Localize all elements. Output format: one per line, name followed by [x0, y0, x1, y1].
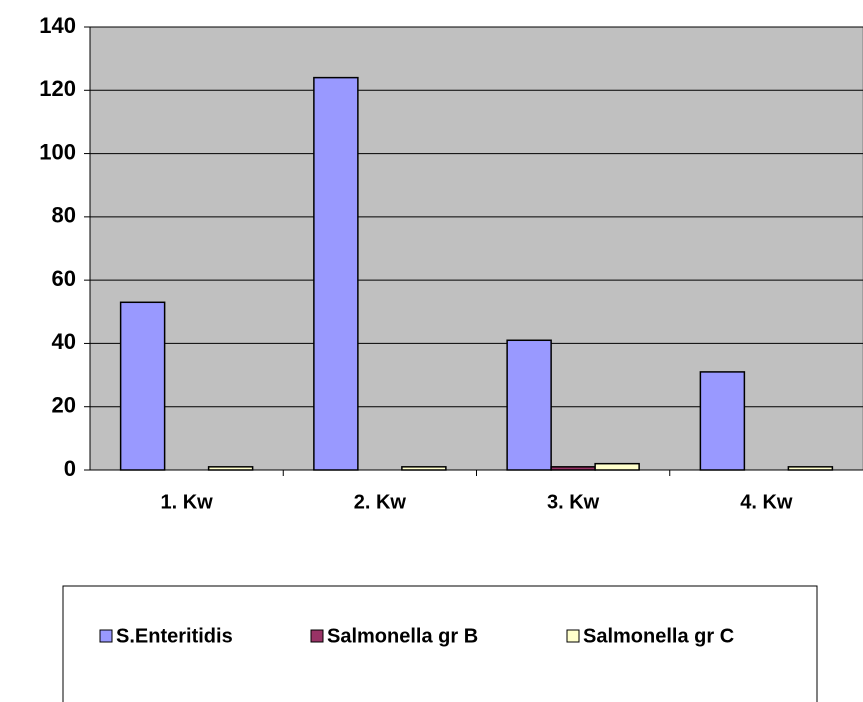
- legend-swatch: [566, 629, 580, 643]
- y-tick-label: 60: [52, 266, 76, 291]
- y-tick-label: 80: [52, 203, 76, 228]
- legend-label: Salmonella gr B: [327, 625, 478, 647]
- y-tick-label: 120: [39, 76, 76, 101]
- bar: [207, 466, 254, 471]
- y-tick-label: 100: [39, 139, 76, 164]
- legend-swatch: [310, 629, 324, 643]
- x-tick-label: 2. Kw: [354, 491, 407, 513]
- y-tick-label: 0: [64, 456, 76, 481]
- bar: [313, 76, 359, 471]
- bar: [550, 466, 596, 471]
- x-tick-label: 1. Kw: [161, 491, 214, 513]
- plot-area: [89, 26, 863, 471]
- bar: [699, 371, 746, 471]
- y-tick-label: 40: [52, 329, 76, 354]
- x-tick-label: 3. Kw: [547, 491, 600, 513]
- y-tick-label: 140: [39, 13, 76, 38]
- bar: [401, 466, 447, 471]
- bar: [506, 339, 552, 471]
- legend-swatch: [99, 629, 113, 643]
- legend-label: S.Enteritidis: [116, 625, 233, 647]
- bar: [594, 462, 640, 471]
- x-tick-label: 4. Kw: [740, 491, 793, 513]
- legend-label: Salmonella gr C: [583, 625, 734, 647]
- bar: [787, 466, 834, 471]
- y-tick-label: 20: [52, 393, 76, 418]
- legend-box: [62, 585, 818, 702]
- bar: [119, 301, 166, 471]
